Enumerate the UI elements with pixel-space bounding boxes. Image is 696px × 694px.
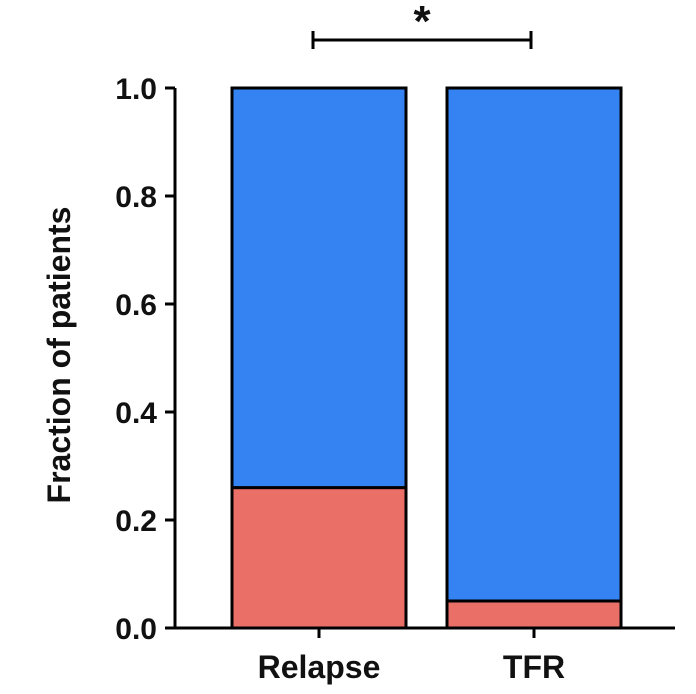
x-category-label-relapse: Relapse [258, 649, 381, 685]
bar-relapse-segment-1 [230, 486, 408, 630]
significance-star: * [413, 0, 431, 46]
bar-relapse-segment-2 [230, 86, 408, 490]
y-axis-title: Fraction of patients [41, 207, 77, 504]
bar-tfr-segment-2 [445, 86, 623, 603]
x-category-label-tfr: TFR [503, 649, 565, 685]
bars-layer [230, 86, 623, 630]
labels-layer: 0.0 0.2 0.4 0.6 0.8 1.0 Relapse TFR [115, 73, 565, 685]
y-tick-label: 0.4 [115, 397, 157, 430]
bar-tfr-segment-1 [445, 599, 623, 630]
y-tick-label: 0.2 [115, 505, 157, 538]
y-tick-label: 0.8 [115, 181, 157, 214]
y-tick-label: 1.0 [115, 73, 157, 106]
significance-annotation: * [311, 0, 533, 49]
y-tick-label: 0.6 [115, 289, 157, 322]
y-tick-label: 0.0 [115, 613, 157, 646]
axes-layer [165, 86, 675, 638]
